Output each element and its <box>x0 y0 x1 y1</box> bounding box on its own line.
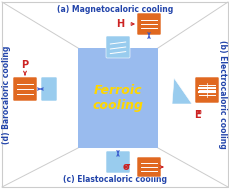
Polygon shape <box>171 78 191 104</box>
FancyBboxPatch shape <box>13 77 37 101</box>
Text: (a) Magnetocaloric cooling: (a) Magnetocaloric cooling <box>57 5 172 14</box>
FancyBboxPatch shape <box>106 151 129 173</box>
Text: σ: σ <box>122 162 129 172</box>
Text: P: P <box>21 60 28 70</box>
FancyBboxPatch shape <box>41 77 57 101</box>
Text: H: H <box>115 19 123 29</box>
Text: E: E <box>193 110 200 120</box>
Text: (c) Elastocaloric cooling: (c) Elastocaloric cooling <box>63 175 166 184</box>
Text: (d) Barocaloric cooling: (d) Barocaloric cooling <box>3 45 11 144</box>
Bar <box>78 48 157 148</box>
FancyBboxPatch shape <box>136 13 160 35</box>
Text: (b) Electrocaloric cooling: (b) Electrocaloric cooling <box>218 40 226 149</box>
FancyBboxPatch shape <box>106 36 129 58</box>
Text: Ferroic
cooling: Ferroic cooling <box>92 84 143 112</box>
FancyBboxPatch shape <box>136 157 160 177</box>
FancyBboxPatch shape <box>194 77 218 103</box>
